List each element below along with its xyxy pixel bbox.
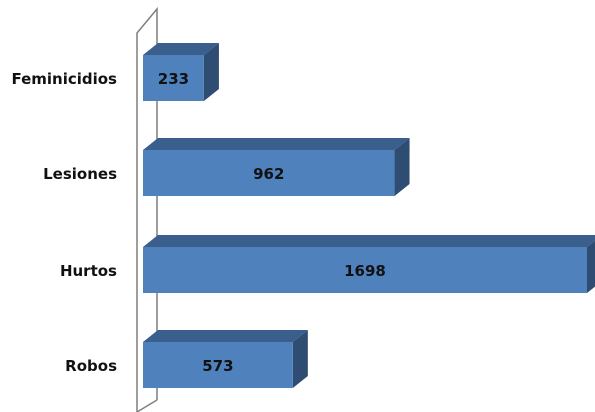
data-label-feminicidios: 233 [158, 70, 189, 88]
bar-top-lesiones [143, 138, 410, 150]
bar-hurtos [143, 247, 587, 293]
bar-side-feminicidios [203, 43, 219, 101]
category-label-feminicidios: Feminicidios [11, 70, 117, 88]
bar-top-robos [143, 330, 308, 342]
category-label-lesiones: Lesiones [43, 165, 117, 183]
data-label-robos: 573 [202, 357, 233, 375]
category-label-hurtos: Hurtos [60, 262, 117, 280]
chart-floor-edge [136, 399, 158, 412]
data-label-hurtos: 1698 [344, 262, 386, 280]
bar-top-feminicidios [143, 43, 219, 55]
data-label-lesiones: 962 [253, 165, 284, 183]
bar-robos [143, 342, 293, 388]
bar-side-hurtos [587, 240, 595, 293]
bar-side-lesiones [394, 138, 410, 196]
bar-top-hurtos [143, 235, 595, 247]
bar-lesiones [143, 150, 395, 196]
chart-wall [136, 6, 158, 412]
bar-side-robos [292, 330, 308, 388]
bar-feminicidios [143, 55, 204, 101]
category-label-robos: Robos [65, 357, 117, 375]
